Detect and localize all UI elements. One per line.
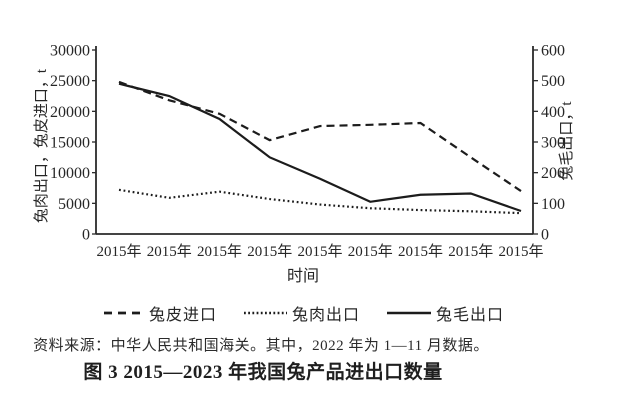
x-axis-tick-label: 2015年 bbox=[448, 243, 493, 260]
y-axis-right-tick-label: 200 bbox=[541, 165, 565, 182]
y-axis-right-tick-label: 500 bbox=[541, 73, 565, 90]
dotted-line-sample-icon bbox=[244, 311, 288, 315]
y-axis-left-tick-label: 0 bbox=[82, 227, 90, 244]
y-axis-left-tick-label: 15000 bbox=[50, 135, 90, 152]
series-line-2-兔毛出口 bbox=[118, 82, 522, 213]
chart-legend: 兔皮进口 兔肉出口 兔毛出口 bbox=[104, 301, 504, 325]
y-axis-right-title: 兔毛出口，t bbox=[558, 101, 575, 181]
y-axis-left-tick-label: 20000 bbox=[50, 104, 90, 121]
x-axis-tick-label: 2015年 bbox=[398, 243, 443, 260]
x-axis-tick-label: 2015年 bbox=[247, 243, 292, 260]
legend-label: 兔皮进口 bbox=[149, 307, 218, 324]
x-axis-tick-label: 2015年 bbox=[197, 243, 242, 260]
solid-line-sample-icon bbox=[387, 311, 432, 315]
legend-item-rabbit-wool-export: 兔毛出口 bbox=[387, 301, 504, 325]
y-axis-right-tick-label: 0 bbox=[541, 227, 549, 244]
y-axis-right-tick-label: 600 bbox=[541, 43, 565, 60]
chart-canvas: 0 5000 10000 15000 20000 25000 30000 0 100 200 300… bbox=[33, 43, 575, 286]
y-axis-right-tick-label: 400 bbox=[541, 104, 565, 121]
x-axis-tick-label: 2015年 bbox=[297, 243, 342, 260]
y-axis-left-tick-label: 25000 bbox=[50, 73, 90, 90]
y-axis-left-tick-label: 30000 bbox=[50, 43, 90, 60]
figure-caption: 图 3 2015—2023 年我国兔产品进出口数量 bbox=[83, 362, 443, 383]
y-axis-right-tick-label: 300 bbox=[541, 135, 565, 152]
legend-item-rabbit-skin-import: 兔皮进口 bbox=[104, 301, 217, 325]
y-axis-left-tick-label: 10000 bbox=[50, 165, 90, 182]
legend-label: 兔肉出口 bbox=[292, 307, 361, 324]
x-axis-tick-label: 2015年 bbox=[498, 243, 543, 260]
series-line-0-兔皮进口 bbox=[118, 80, 522, 192]
y-axis-left-tick-label: 5000 bbox=[58, 196, 90, 213]
y-axis-left-title: 兔肉出口，兔皮进口，t bbox=[33, 68, 50, 223]
x-axis-tick-label: 2015年 bbox=[96, 243, 141, 260]
x-axis-tick-label: 2015年 bbox=[348, 243, 393, 260]
series-line-1-兔肉出口 bbox=[118, 188, 522, 215]
source-note: 资料来源：中华人民共和国海关。其中，2022 年为 1—11 月数据。 bbox=[33, 338, 489, 354]
x-axis-tick-label: 2015年 bbox=[147, 243, 192, 260]
y-axis-right-tick-label: 100 bbox=[541, 196, 565, 213]
x-axis-title: 时间 bbox=[287, 267, 319, 285]
legend-label: 兔毛出口 bbox=[436, 307, 505, 324]
dashed-line-sample-icon bbox=[104, 311, 144, 315]
legend-item-rabbit-meat-export: 兔肉出口 bbox=[244, 301, 360, 325]
